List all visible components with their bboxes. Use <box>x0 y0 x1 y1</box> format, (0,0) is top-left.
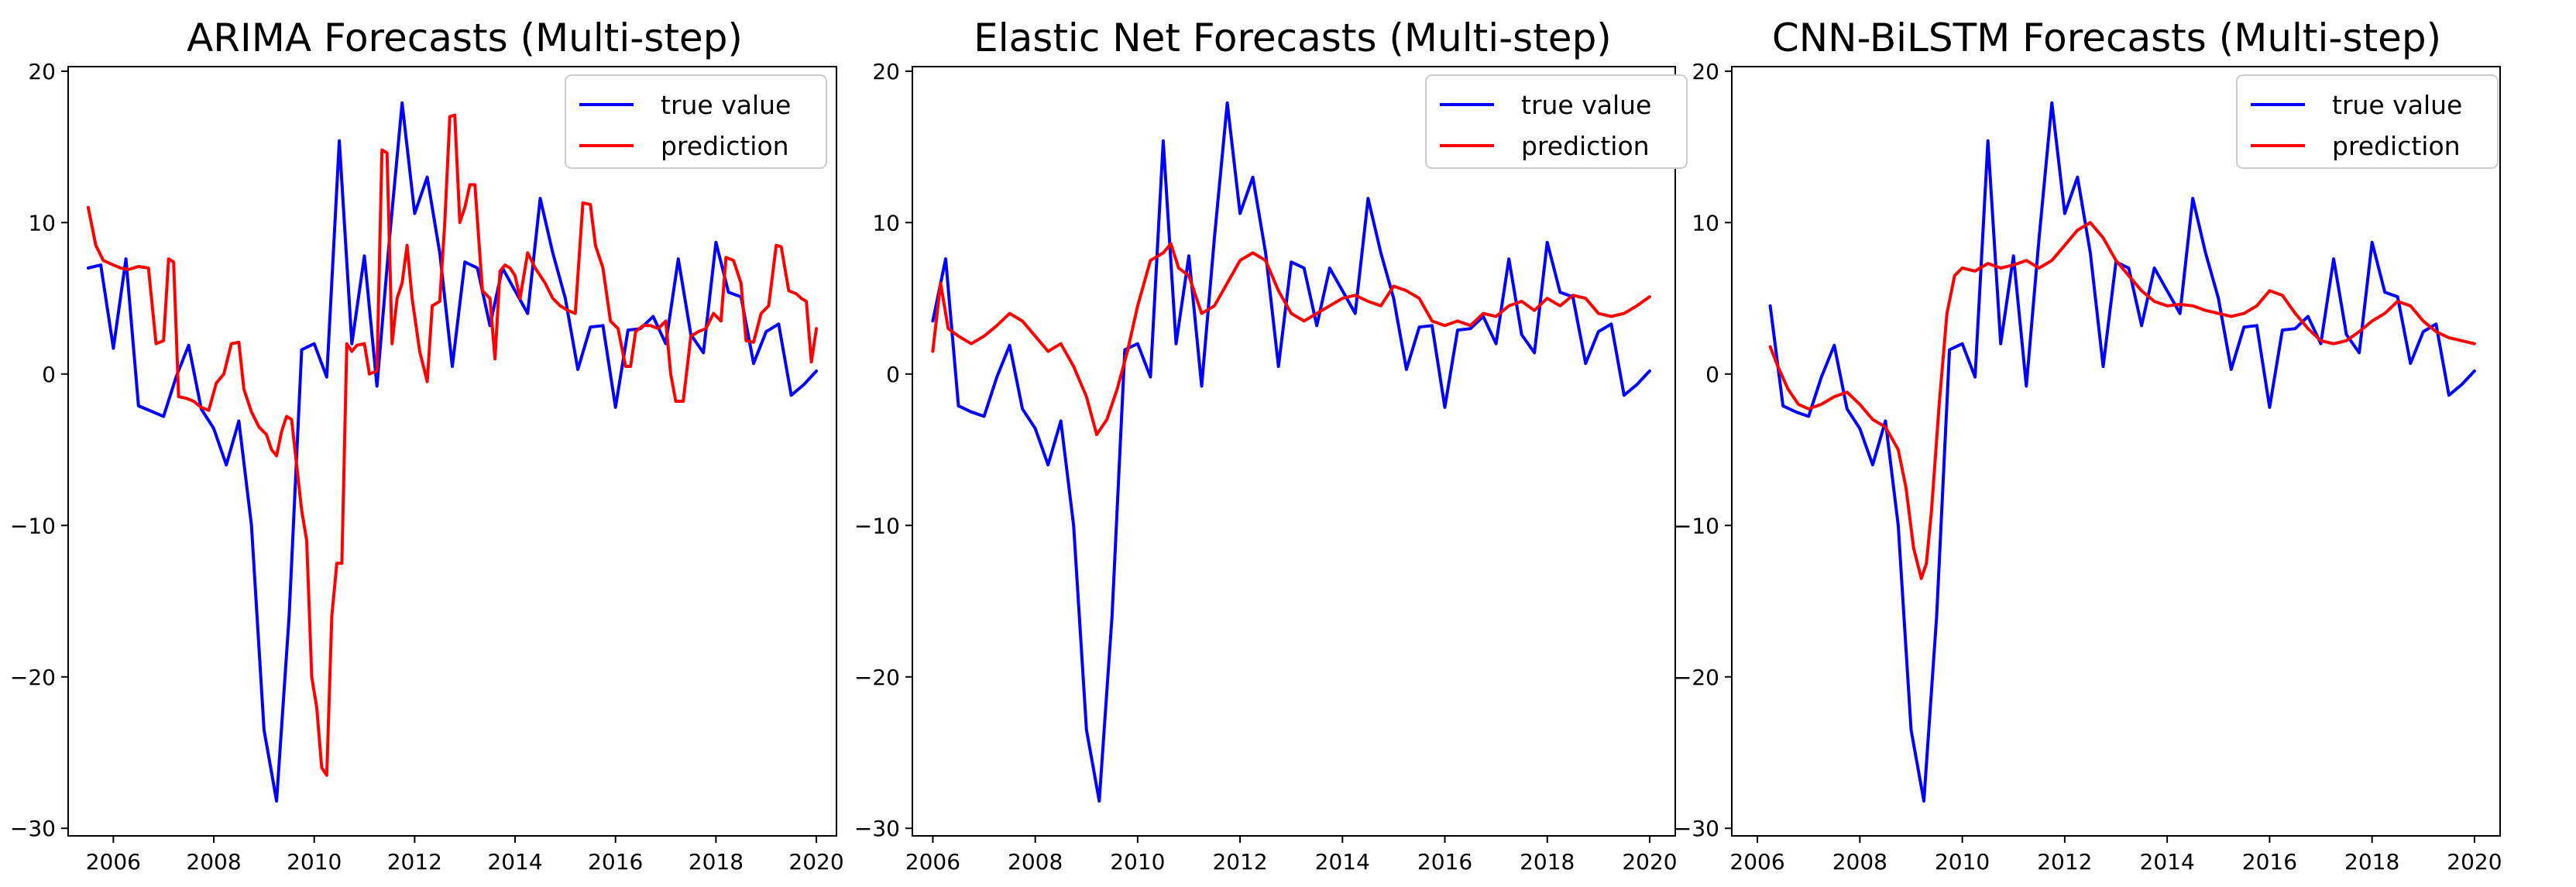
x-tick-label: 2020 <box>788 849 843 875</box>
cnn-bilstm-panel: CNN-BiLSTM Forecasts (Multi-step) −30 −20… <box>1674 15 2502 875</box>
chart-title: ARIMA Forecasts (Multi-step) <box>187 15 743 60</box>
y-tick-label: −10 <box>1674 513 1719 538</box>
x-tick-label: 2018 <box>1520 849 1575 875</box>
y-tick-label: −20 <box>10 665 56 690</box>
chart-title: CNN-BiLSTM Forecasts (Multi-step) <box>1772 15 2441 60</box>
x-tick-label: 2014 <box>2140 849 2195 875</box>
y-tick-label: −30 <box>10 816 56 841</box>
y-tick-label: −10 <box>10 513 56 538</box>
legend-label-true: true value <box>1521 90 1651 120</box>
x-tick-label: 2020 <box>2447 849 2502 875</box>
y-tick-label: 10 <box>1692 210 1719 236</box>
y-tick-label: 0 <box>886 362 900 387</box>
axes: −30 −20 −10 0 10 20 2006 2008 2010 2012 2014 2016 20… <box>1674 59 2502 875</box>
y-tick-label: 10 <box>28 210 56 236</box>
series-group <box>1768 101 2476 803</box>
legend: true value prediction <box>1425 74 1688 169</box>
legend-label-prediction: prediction <box>1521 131 1650 161</box>
chart-title: Elastic Net Forecasts (Multi-step) <box>974 15 1612 60</box>
x-tick-label: 2010 <box>287 849 342 875</box>
legend-label-prediction: prediction <box>661 131 789 161</box>
true-value-line <box>931 101 1651 803</box>
x-tick-label: 2006 <box>1729 849 1784 875</box>
series-group <box>86 101 819 803</box>
y-tick-label: −30 <box>854 816 900 841</box>
axes: −30 −20 −10 0 10 20 2006 2008 2010 2012 2014 2016 20… <box>854 59 1678 875</box>
y-tick-label: −30 <box>1674 816 1719 841</box>
elastic-net-panel: Elastic Net Forecasts (Multi-step) −30 −2… <box>854 15 1688 875</box>
plot-frame <box>1731 66 2501 837</box>
prediction-line <box>1768 221 2476 580</box>
x-tick-label: 2008 <box>1832 849 1887 875</box>
y-tick-label: 20 <box>28 59 56 84</box>
x-tick-label: 2016 <box>2242 849 2297 875</box>
arima-panel: ARIMA Forecasts (Multi-step) −30 −20 −10 0 1… <box>10 15 844 875</box>
legend: true value prediction <box>2236 74 2499 169</box>
x-tick-label: 2018 <box>2344 849 2399 875</box>
x-tick-label: 2016 <box>588 849 643 875</box>
x-tick-label: 2008 <box>1008 849 1063 875</box>
plot-frame <box>912 66 1676 837</box>
x-tick-label: 2012 <box>2037 849 2092 875</box>
axes: −30 −20 −10 0 10 20 2006 2008 2010 2012 2014 2016 20… <box>10 59 844 875</box>
legend-label-true: true value <box>661 90 791 120</box>
x-tick-label: 2018 <box>689 849 744 875</box>
y-tick-label: 0 <box>42 362 56 387</box>
y-tick-label: −20 <box>854 665 900 690</box>
y-tick-label: 20 <box>1692 59 1719 84</box>
true-value-line <box>86 101 819 803</box>
y-tick-label: 10 <box>872 210 900 236</box>
x-tick-label: 2012 <box>387 849 442 875</box>
x-tick-label: 2010 <box>1935 849 1990 875</box>
series-group <box>931 101 1651 803</box>
x-tick-label: 2006 <box>86 849 141 875</box>
y-tick-label: 0 <box>1705 362 1719 387</box>
prediction-line <box>86 113 819 777</box>
plot-frame <box>67 66 837 837</box>
x-tick-label: 2010 <box>1110 849 1165 875</box>
y-tick-label: −20 <box>1674 665 1719 690</box>
x-tick-label: 2020 <box>1622 849 1677 875</box>
x-tick-label: 2012 <box>1212 849 1267 875</box>
x-tick-label: 2016 <box>1417 849 1472 875</box>
x-tick-label: 2008 <box>186 849 241 875</box>
y-tick-label: −10 <box>854 513 900 538</box>
legend-label-prediction: prediction <box>2332 131 2461 161</box>
x-tick-label: 2014 <box>1315 849 1370 875</box>
legend: true value prediction <box>565 74 827 169</box>
true-value-line <box>1768 101 2476 803</box>
legend-label-true: true value <box>2332 90 2462 120</box>
x-tick-label: 2006 <box>905 849 960 875</box>
y-tick-label: 20 <box>872 59 900 84</box>
x-tick-label: 2014 <box>487 849 542 875</box>
prediction-line <box>931 242 1651 436</box>
